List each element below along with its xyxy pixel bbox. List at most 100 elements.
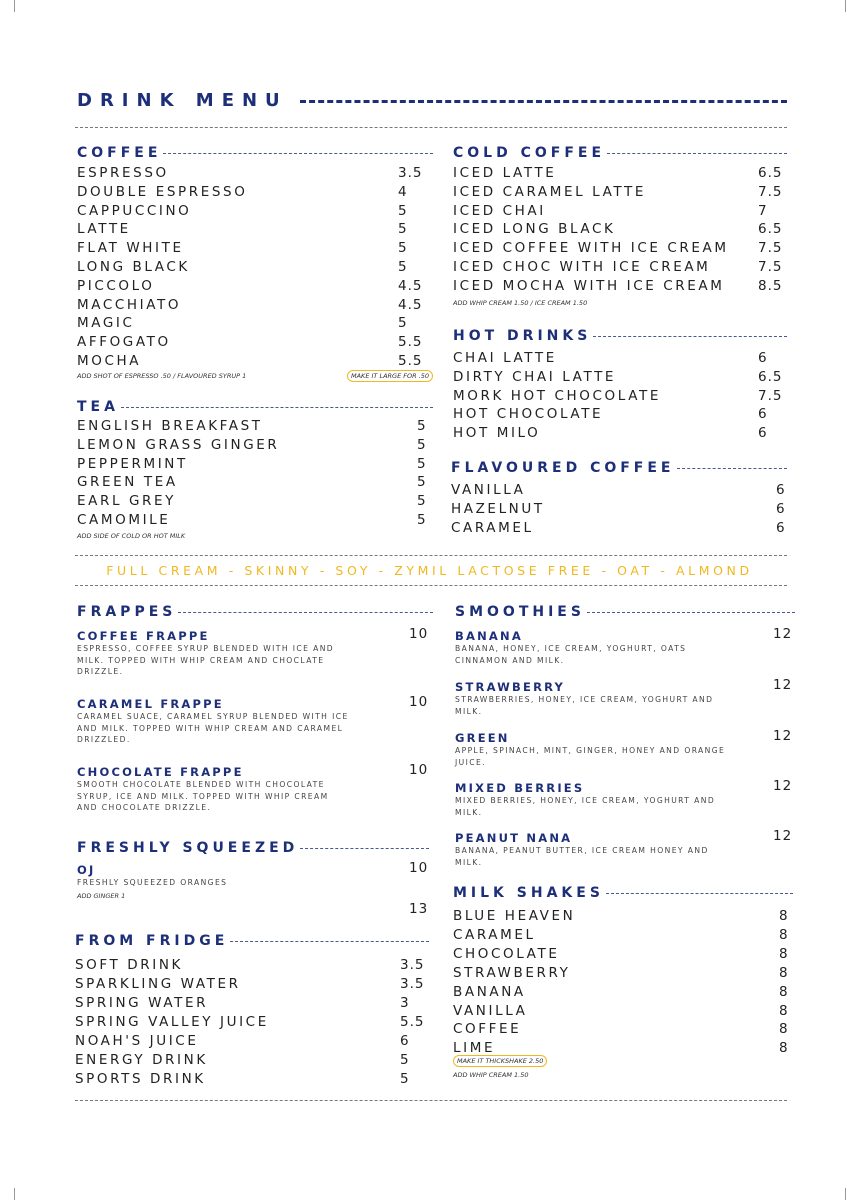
menu-item: CAMOMILE 5 <box>77 512 433 528</box>
section-header: FRAPPES <box>77 604 433 620</box>
item-price: 8 <box>779 1021 789 1038</box>
section-note: ADD WHIP CREAM 1.50 / ICE CREAM 1.50 <box>453 299 588 307</box>
menu-item: ICED CHOC WITH ICE CREAM 7.5 <box>453 259 787 275</box>
section-title: TEA <box>77 399 119 415</box>
menu-item: SPARKLING WATER 3.5 <box>75 976 429 992</box>
item-name: VANILLA <box>451 482 526 498</box>
item-name: ENGLISH BREAKFAST <box>77 418 263 434</box>
section-cold-coffee: COLD COFFEE ICED LATTE 6.5 ICED CARAMEL LAT… <box>453 145 787 307</box>
drink-price: 12 <box>773 677 793 693</box>
item-name: NOAH'S JUICE <box>75 1033 199 1049</box>
menu-item: ENGLISH BREAKFAST 5 <box>77 418 433 434</box>
menu-item: SOFT DRINK 3.5 <box>75 957 429 973</box>
item-price: 5 <box>398 202 408 219</box>
page-title: DRINK MENU <box>77 90 288 111</box>
item-name: LATTE <box>77 221 131 238</box>
item-price: 5 <box>417 418 427 434</box>
section-header: FLAVOURED COFFEE <box>451 460 787 476</box>
menu-item: HOT CHOCOLATE 6 <box>453 406 787 422</box>
section-title: FRESHLY SQUEEZED <box>77 840 299 856</box>
item-price: 5.5 <box>398 334 423 351</box>
item-price: 7.5 <box>758 183 783 200</box>
menu-item: ICED CHAI 7 <box>453 203 787 219</box>
section-coffee: COFFEE ESPRESSO 3.5 DOUBLE ESPRESSO 4 CAPPUCC… <box>77 145 434 382</box>
item-name: PEPPERMINT <box>77 455 188 472</box>
menu-item: FLAT WHITE 5 <box>77 240 433 256</box>
drink-description: FRESHLY SQUEEZED ORANGES <box>77 878 228 887</box>
menu-item: CAPPUCCINO 5 <box>77 203 433 219</box>
menu-item: CARAMEL 6 <box>451 520 787 536</box>
drink-description: ESPRESSO, COFFEE SYRUP BLENDED WITH ICE … <box>77 644 335 676</box>
drink-description: APPLE, SPINACH, MINT, GINGER, HONEY AND … <box>455 746 726 767</box>
menu-item: AFFOGATO 5.5 <box>77 334 433 350</box>
menu-item: CHAI LATTE 6 <box>453 350 787 366</box>
crop-mark <box>845 0 846 12</box>
drink-description: MIXED BERRIES, HONEY, ICE CREAM, YOGHURT… <box>455 796 716 817</box>
divider <box>75 1100 787 1101</box>
item-price: 5 <box>398 221 408 238</box>
item-name: ICED LATTE <box>453 165 557 181</box>
section-title: FROM FRIDGE <box>75 933 229 949</box>
menu-item: MACCHIATO 4.5 <box>77 297 433 313</box>
item-price: 7.5 <box>758 240 783 257</box>
section-freshly-squeezed: FRESHLY SQUEEZED OJ 10 FRESHLY SQUEEZED ORA… <box>77 840 429 917</box>
item-price: 5 <box>417 436 427 453</box>
menu-item: VANILLA 8 <box>453 1003 793 1019</box>
section-flavoured-coffee: FLAVOURED COFFEE VANILLA 6 HAZELNUT 6 CARAMEL… <box>451 460 787 536</box>
item-price: 8.5 <box>758 277 783 294</box>
item-name: PICCOLO <box>77 277 155 294</box>
item-name: ENERGY DRINK <box>75 1052 208 1068</box>
item-price: 6 <box>776 482 786 498</box>
item-name: CARAMEL <box>453 926 536 943</box>
menu-item: PICCOLO 4.5 <box>77 278 433 294</box>
extra-price: 13 <box>409 901 429 917</box>
title-divider <box>300 100 787 103</box>
menu-item: SPRING WATER 3 <box>75 995 429 1011</box>
section-header: FROM FRIDGE <box>75 933 429 949</box>
item-name: MOCHA <box>77 353 142 369</box>
section-smoothies: SMOOTHIES BANANA 12 BANANA, HONEY, ICE CREA… <box>455 604 795 867</box>
item-price: 5 <box>417 455 427 472</box>
item-price: 8 <box>779 1040 789 1057</box>
item-name: LEMON GRASS GINGER <box>77 436 280 453</box>
menu-item: ICED LONG BLACK 6.5 <box>453 221 787 237</box>
header-divider <box>178 611 433 613</box>
item-name: MORK HOT CHOCOLATE <box>453 387 661 404</box>
section-note: ADD SHOT OF ESPRESSO .50 / FLAVOURED SYR… <box>77 372 247 380</box>
item-name: SPORTS DRINK <box>75 1071 206 1087</box>
crop-mark <box>14 0 15 12</box>
section-title: FLAVOURED COFFEE <box>451 460 675 476</box>
menu-item: VANILLA 6 <box>451 482 787 498</box>
item-name: SPRING VALLEY JUICE <box>75 1014 269 1030</box>
item-price: 8 <box>779 908 789 924</box>
menu-item: GREEN TEA 5 <box>77 474 433 490</box>
item-name: SPARKLING WATER <box>75 976 241 992</box>
item-name: HOT MILO <box>453 425 541 442</box>
header-divider <box>230 940 429 942</box>
item-price: 3 <box>400 995 410 1011</box>
section-title: MILK SHAKES <box>453 885 604 901</box>
drink-name: CARAMEL FRAPPE <box>77 697 224 711</box>
upsell-badge: MAKE IT THICKSHAKE 2.50 <box>453 1055 548 1067</box>
item-name: DIRTY CHAI LATTE <box>453 368 617 385</box>
drink-price: 12 <box>773 828 793 844</box>
item-name: HAZELNUT <box>451 500 545 517</box>
item-price: 8 <box>779 926 789 943</box>
header-divider <box>120 406 433 408</box>
menu-item: EARL GREY 5 <box>77 493 433 509</box>
item-name: CAPPUCCINO <box>77 202 192 219</box>
milk-options: FULL CREAM - SKINNY - SOY - ZYMIL LACTOS… <box>106 563 753 578</box>
drink-price: 12 <box>773 728 793 744</box>
menu-item: DIRTY CHAI LATTE 6.5 <box>453 369 787 385</box>
item-name: DOUBLE ESPRESSO <box>77 183 248 200</box>
menu-item: ENERGY DRINK 5 <box>75 1052 429 1068</box>
item-price: 6 <box>758 406 768 423</box>
item-name: ICED COFFEE WITH ICE CREAM <box>453 240 729 257</box>
section-title: FRAPPES <box>77 604 177 620</box>
section-header: COFFEE <box>77 145 433 161</box>
header-divider <box>605 892 793 894</box>
drink-name: COFFEE FRAPPE <box>77 629 210 643</box>
item-name: BANANA <box>453 983 526 1000</box>
item-price: 6.5 <box>758 368 783 385</box>
item-name: CAMOMILE <box>77 512 171 528</box>
